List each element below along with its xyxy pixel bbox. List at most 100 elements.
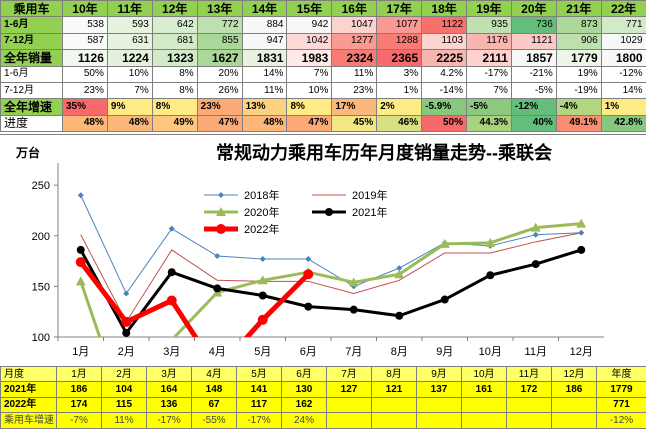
x-tick-label: 4月 [209,346,226,358]
table-cell: 26% [196,81,243,100]
data-point [485,237,496,247]
year-header: 15年 [286,0,333,18]
table-cell [416,396,462,414]
table-cell: 10% [286,81,333,100]
year-header: 19年 [466,0,512,18]
data-point [123,290,130,297]
table-cell: 7% [106,81,153,100]
table-cell: -17% [236,412,282,429]
table-cell: 121 [371,381,417,398]
table-cell: 42.8% [600,114,646,133]
table-cell: -7% [56,412,102,429]
table-cell: 873 [555,16,602,34]
row-label: 2022年 [0,396,57,414]
year-header: 21年 [555,0,602,18]
data-point [532,231,539,238]
table-cell: -5% [466,98,512,116]
table-cell: 1% [600,98,646,116]
row-label: 全年销量 [0,49,63,67]
table-cell: 14% [241,65,288,83]
x-tick-label: 5月 [254,346,271,358]
year-header: 22年 [600,0,646,18]
data-point [304,302,313,311]
data-point [348,277,359,287]
line-chart: 常规动力乘用车历年月度销量走势--乘联会 万台 100 150 200 250 1月 2月… [15,142,604,358]
plot-area: 100 150 200 250 1月 2月 3月 4月 5月 6月 7月 8月 9月 10月 11月 12月 2… [32,163,604,358]
table-cell: 2111 [466,49,512,67]
series-line-2022年 [78,260,311,337]
legend-marker [325,208,333,216]
table-cell: 1983 [286,49,333,67]
table-cell: 130 [281,381,327,398]
table-cell: 642 [151,16,198,34]
legend-label: 2019年 [352,188,387,202]
table-cell: 1121 [510,32,557,51]
data-point [395,311,404,320]
row-label: 2021年 [0,381,57,398]
table-cell: 935 [466,16,512,34]
row-label: 7-12月 [0,81,63,100]
legend-label: 2018年 [244,188,279,202]
table-cell: 23% [196,98,243,116]
table-cell: 631 [106,32,153,51]
table-cell: 1047 [331,16,378,34]
table-cell: 1831 [241,49,288,67]
annual-header: 年度 [596,365,646,383]
table-cell: 137 [416,381,462,398]
table-cell: 1176 [466,32,512,51]
table-cell: 11% [331,65,378,83]
data-point [257,314,268,325]
chart-area: 常规动力乘用车历年月度销量走势--乘联会 万台 100 150 200 250 1月 2月… [0,134,646,367]
x-tick-label: 11月 [525,346,547,358]
table-cell: 67 [191,396,237,414]
table-cell: 1277 [331,32,378,51]
table-row: 全年增速 35% 9% 8% 23% 13% 8% 17% 2% -5.9% -5% -12% -4% 1… [0,98,646,116]
table-cell: 2225 [421,49,468,67]
table-row: 1-6月 538 593 642 772 884 942 1047 1077 1122 935 736… [0,16,646,34]
annual-cell: 1779 [596,381,646,398]
year-header: 16年 [331,0,378,18]
data-point [394,269,405,279]
table-cell: 48% [106,114,153,133]
annual-sales-table: 乘用车 10年 11年 12年 13年 14年 15年 16年 17年 18年 19年 20年 21年 2… [0,0,646,133]
series-line-2019年 [80,232,582,323]
legend-marker [218,192,224,198]
table-cell: 45% [331,114,378,133]
table-cell: 906 [555,32,602,51]
annual-cell: 771 [596,396,646,414]
table-cell [506,412,552,429]
table-cell: 141 [236,381,282,398]
year-header: 13年 [196,0,243,18]
year-header: 20年 [510,0,557,18]
data-point [77,192,84,199]
data-point [213,284,222,293]
table-row: 进度 48% 48% 49% 47% 48% 47% 45% 46% 50% 44.3% 40% 49.… [0,114,646,133]
table-cell: 884 [241,16,288,34]
table-cell: 50% [62,65,108,83]
legend-label: 2021年 [352,205,387,219]
table-cell: 1323 [151,49,198,67]
table-cell: 7% [466,81,512,100]
table-cell: 17% [331,98,378,116]
table-cell: 174 [56,396,102,414]
y-tick-label: 150 [32,281,50,293]
data-point [440,295,449,304]
table-cell: 164 [146,381,192,398]
data-point [396,265,403,272]
data-point [349,305,358,314]
data-point [76,245,85,254]
table-cell: -4% [555,98,602,116]
table-cell: 587 [62,32,108,51]
row-label: 全年增速 [0,98,63,116]
table-cell: 2365 [376,49,423,67]
table-cell: -5.9% [421,98,468,116]
table-cell: 186 [56,381,102,398]
table-row: 全年销量 1126 1224 1323 1627 1831 1983 2324 2365 2225… [0,49,646,67]
data-point [578,229,585,236]
row-label: 7-12月 [0,32,63,51]
data-point [439,238,450,248]
table-cell: 117 [236,396,282,414]
table-cell: 736 [510,16,557,34]
table-cell: 127 [326,381,372,398]
table-cell: 11% [241,81,288,100]
